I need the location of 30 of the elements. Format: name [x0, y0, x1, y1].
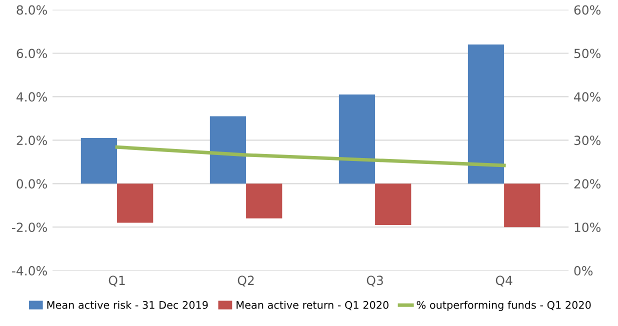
bar — [338, 94, 376, 184]
x-tick-label: Q3 — [366, 276, 383, 287]
bar — [468, 44, 504, 184]
x-tick-label: Q2 — [238, 276, 254, 287]
y-tick-label: 4.0% — [16, 92, 47, 102]
bar — [246, 184, 282, 218]
y2-tick-label: 30% — [574, 136, 601, 146]
y2-tick-label: 60% — [574, 5, 601, 15]
y-tick-label: 2.0% — [16, 136, 47, 146]
line-series — [115, 145, 506, 168]
y-tick-label: 0.0% — [16, 179, 47, 189]
y2-tick-label: 50% — [574, 48, 601, 58]
y2-tick-label: 40% — [574, 92, 601, 102]
x-tick-label: Q1 — [108, 276, 125, 287]
legend-label: % outperforming funds - Q1 2020 — [416, 300, 591, 311]
y-tick-label: 6.0% — [16, 48, 47, 58]
bar — [80, 138, 118, 184]
bar — [375, 184, 412, 225]
y2-tick-label: 20% — [574, 179, 601, 189]
y-tick-label: 8.0% — [16, 5, 47, 15]
bar — [117, 184, 154, 223]
x-tick-label: Q4 — [496, 276, 512, 287]
y-tick-label: -2.0% — [12, 222, 47, 232]
legend-label: Mean active risk - 31 Dec 2019 — [47, 300, 208, 309]
bar — [504, 184, 540, 228]
bar — [210, 116, 246, 184]
y2-tick-label: 0% — [574, 266, 593, 276]
y-tick-label: -4.0% — [12, 266, 47, 276]
y2-tick-label: 10% — [574, 222, 601, 232]
legend-label: Mean active return - Q1 2020 — [236, 300, 388, 310]
